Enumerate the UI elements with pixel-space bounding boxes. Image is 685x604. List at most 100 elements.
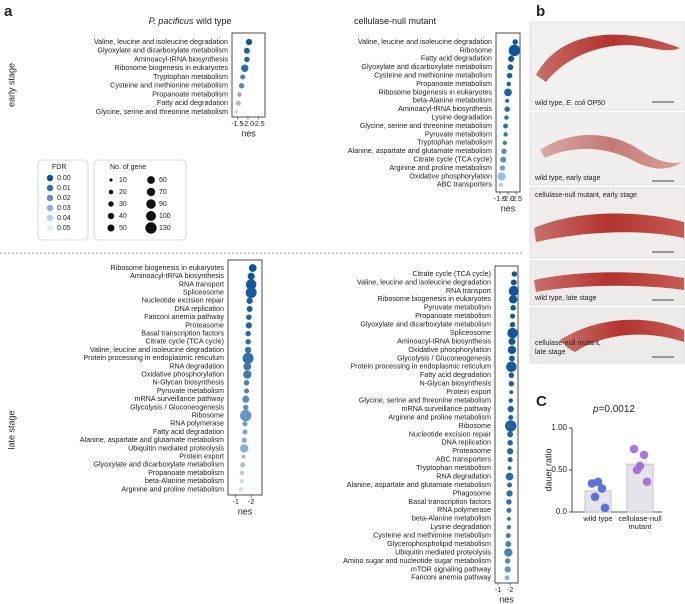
legend-label: 100 — [159, 213, 171, 220]
caption-part: wild type, — [534, 100, 566, 107]
term-label: Lysine degradation — [431, 522, 491, 531]
dot — [504, 548, 513, 557]
term-label: Pyruvate metabolism — [157, 386, 224, 395]
dot — [246, 297, 253, 304]
legend-label: 90 — [159, 201, 167, 208]
term-label: Proteasome — [185, 320, 224, 329]
dot — [245, 38, 253, 46]
dot — [246, 306, 253, 312]
legend-box — [93, 159, 187, 241]
x-tick-label: cellulase-null mutant — [618, 515, 662, 531]
dot — [505, 420, 517, 432]
legend-label: 40 — [119, 213, 127, 220]
term-label: Tryptophan metabolism — [417, 138, 492, 147]
term-label: Glycolysis / Gluconeogenesis — [397, 353, 491, 362]
dot — [508, 355, 515, 362]
term-label: RNA polymerase — [170, 419, 224, 428]
x-tick-label-box: wild type — [583, 515, 612, 523]
panel-label: b — [536, 3, 545, 20]
data-point — [593, 477, 603, 487]
dot — [234, 109, 239, 115]
x-tick-label: -2.0 — [242, 121, 254, 128]
term-label: Glyoxylate and dicarboxylate metabolism — [97, 46, 228, 55]
legend-swatch — [46, 194, 54, 202]
x-tick-label: -1 — [495, 587, 501, 594]
dot — [246, 314, 252, 320]
worm — [534, 272, 684, 292]
dot — [243, 370, 252, 379]
term-label: RNA degradation — [436, 471, 491, 480]
dot — [238, 487, 244, 492]
dot — [504, 88, 512, 97]
dot — [242, 429, 248, 435]
dot — [505, 98, 510, 103]
term-label: RNA polymerase — [437, 505, 491, 514]
dot — [244, 346, 252, 354]
dot — [239, 479, 244, 484]
term-label: Alanine, aspartate and glutamate metabol… — [348, 146, 492, 155]
title-species: P. pacificus — [149, 16, 194, 26]
dot — [242, 421, 248, 427]
data-point — [642, 477, 652, 487]
dot — [507, 327, 518, 339]
legend-label: 0.01 — [57, 185, 71, 192]
dot — [512, 39, 518, 45]
dot — [240, 444, 249, 453]
dot — [504, 575, 510, 581]
dot — [508, 295, 518, 304]
term-label: Protein processing in endoplasmic reticu… — [83, 353, 224, 362]
term-label: Aminoacyl-tRNA biosynthesis — [130, 271, 224, 280]
term-label: Nucleotide excision repair — [409, 429, 492, 438]
term-label: Ribosome biogenesis in eukaryotes — [378, 294, 492, 303]
worm — [540, 135, 682, 169]
image-caption: wild type, late stage — [534, 295, 597, 302]
data-point — [629, 444, 639, 454]
legend-label: 0.05 — [57, 225, 71, 232]
dot — [239, 470, 245, 476]
dot — [503, 132, 508, 137]
dot — [248, 264, 257, 272]
term-label: Ribosome — [460, 45, 492, 54]
data-point — [597, 484, 607, 493]
legend-box — [37, 159, 89, 241]
dot — [509, 390, 514, 395]
dot — [242, 352, 254, 364]
term-label: Cysteine and methionine metabolism — [110, 81, 228, 90]
term-label: Fatty acid degradation — [421, 54, 492, 63]
dot — [507, 440, 513, 446]
dot — [245, 287, 257, 299]
dot — [510, 313, 516, 319]
dot — [504, 566, 511, 573]
term-label: Citrate cycle (TCA cycle) — [413, 155, 492, 164]
term-label: Oxidative phosphorylation — [141, 370, 224, 379]
y-axis-label: dauer ratio — [543, 448, 553, 491]
dot — [498, 182, 504, 188]
term-label: Fanconi anemia pathway — [411, 573, 491, 582]
dot — [511, 271, 518, 277]
dot — [507, 405, 514, 413]
legend-title: FDR — [52, 164, 66, 171]
dot — [505, 533, 511, 539]
term-label: Propanoate metabolism — [148, 468, 224, 477]
term-label: Valine, leucine and isoleucine degradati… — [94, 37, 228, 46]
x-tick-label: -1.5 — [494, 196, 506, 203]
term-label: Spliceosome — [450, 328, 491, 337]
term-label: Aminoacyl-tRNA biosynthesis — [398, 104, 492, 113]
x-tick-label: -2.5 — [253, 121, 265, 128]
term-label: Fanconi anemia pathway — [144, 312, 224, 321]
image-caption: wild type, E. coli OP50 — [534, 100, 605, 107]
dot — [245, 322, 253, 329]
annotation-italic: p — [592, 404, 599, 415]
dot — [240, 462, 246, 468]
term-label: Lysine degradation — [432, 113, 492, 122]
dot — [508, 285, 519, 296]
term-label: Arginine and proline metabolism — [389, 163, 492, 172]
term-label: Valine, leucine and isoleucine degradati… — [90, 345, 224, 354]
term-label: Fatty acid degradation — [420, 370, 491, 379]
dot — [243, 404, 249, 411]
dot — [510, 305, 516, 311]
dot — [506, 507, 512, 513]
legend-size — [146, 187, 156, 197]
dot — [507, 431, 514, 438]
dot — [506, 516, 511, 521]
